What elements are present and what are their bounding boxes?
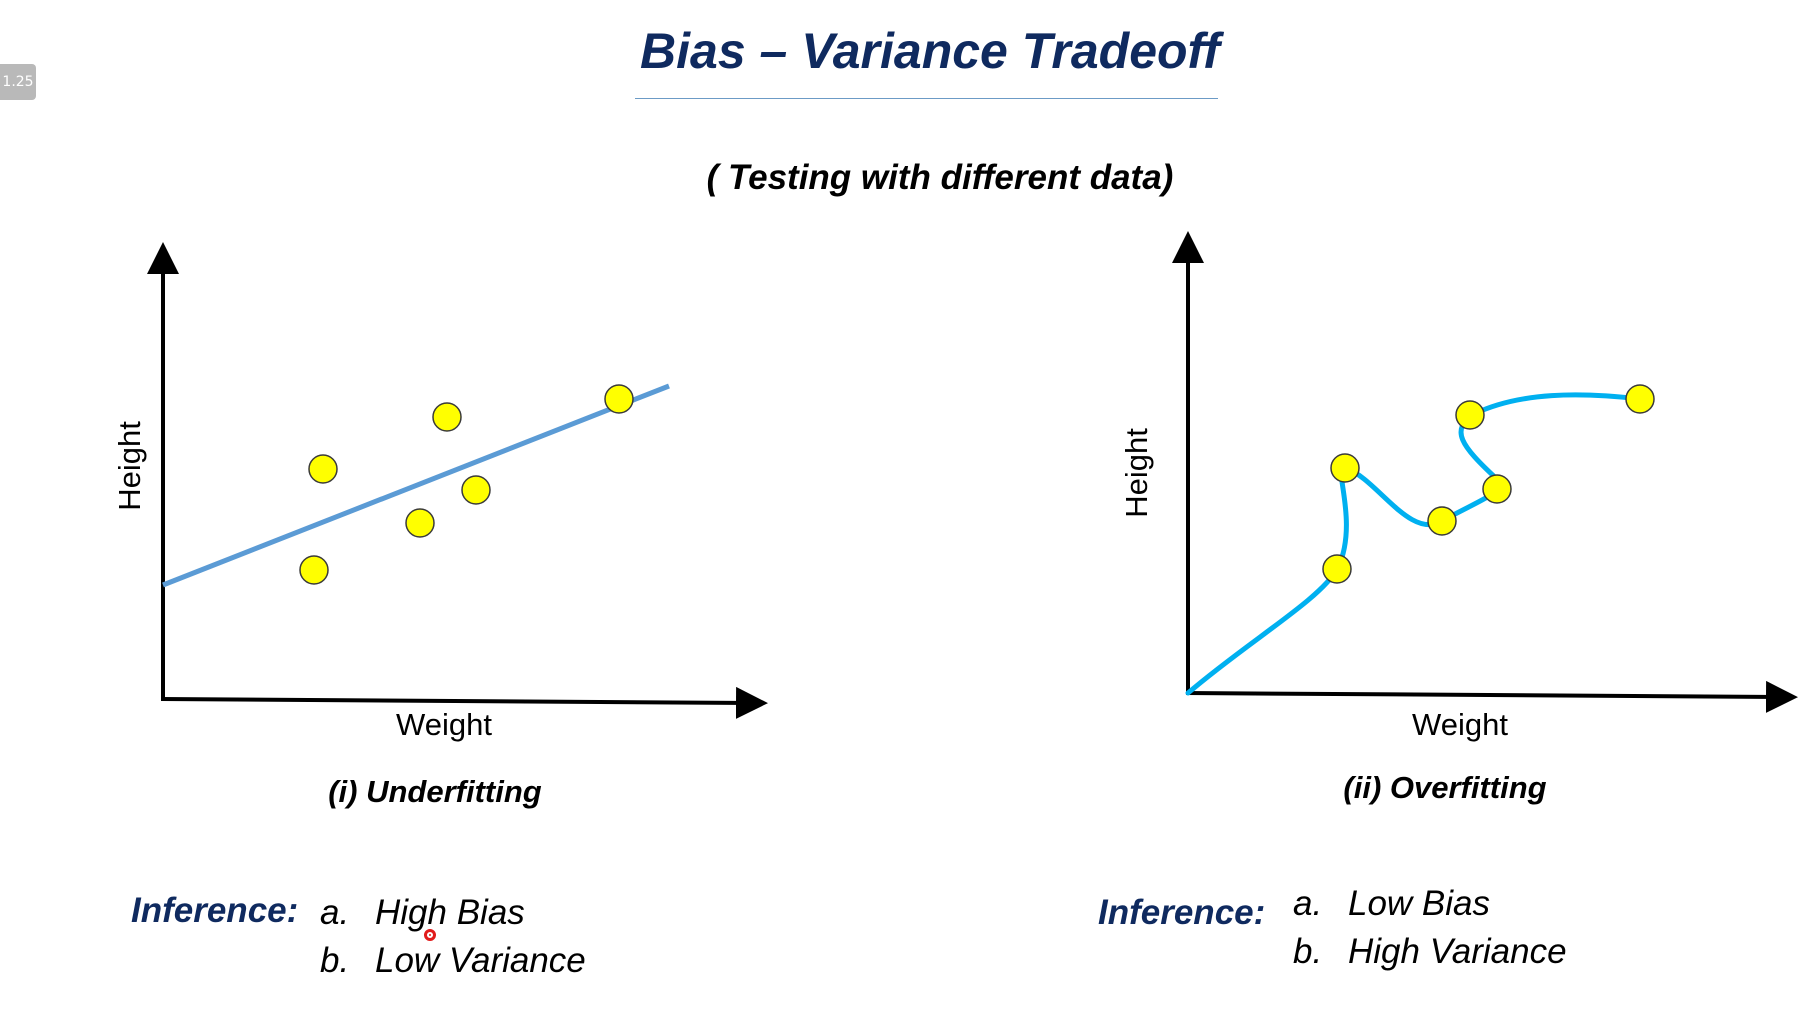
right-x-axis-label: Weight bbox=[1412, 707, 1508, 742]
slide-title: Bias – Variance Tradeoff bbox=[640, 23, 1220, 79]
left-inference-letter-a: a. bbox=[320, 893, 350, 932]
left-fit-line bbox=[162, 383, 670, 588]
data-point bbox=[405, 508, 435, 538]
data-point bbox=[604, 384, 634, 414]
cursor-highlight-icon bbox=[424, 929, 436, 941]
underfitting-caption: (i) Underfitting bbox=[328, 774, 542, 809]
right-inference-label: Inference: bbox=[1098, 893, 1266, 932]
data-point bbox=[1482, 474, 1512, 504]
data-point bbox=[1427, 506, 1457, 536]
data-point bbox=[1330, 453, 1360, 483]
underfitting-chart: Height Weight bbox=[112, 242, 768, 742]
right-inference-item-b: b. High Variance bbox=[1293, 932, 1567, 972]
right-y-axis-label: Height bbox=[1119, 428, 1154, 518]
title-underline bbox=[635, 98, 1218, 99]
data-point bbox=[432, 402, 462, 432]
right-x-axis bbox=[1185, 680, 1798, 713]
right-inference-letter-b: b. bbox=[1293, 932, 1323, 971]
left-inference-item-b: b. Low Variance bbox=[320, 941, 586, 981]
data-point bbox=[461, 475, 491, 505]
overfitting-caption: (ii) Overfitting bbox=[1343, 770, 1547, 805]
data-point bbox=[1455, 400, 1485, 430]
left-inference-letter-b: b. bbox=[320, 941, 350, 980]
right-inference-text-a: Low Bias bbox=[1348, 884, 1491, 923]
left-y-axis-label: Height bbox=[112, 421, 147, 511]
left-x-axis bbox=[160, 686, 768, 719]
right-inference-item-a: a. Low Bias bbox=[1293, 884, 1490, 924]
right-inference-text-b: High Variance bbox=[1348, 932, 1567, 971]
right-fit-curve bbox=[1185, 392, 1643, 696]
left-inference-text-b: Low Variance bbox=[375, 941, 586, 980]
left-inference-text-a: High Bias bbox=[375, 893, 525, 932]
left-x-axis-label: Weight bbox=[396, 707, 492, 742]
slide-subtitle: ( Testing with different data) bbox=[706, 158, 1174, 197]
right-inference-letter-a: a. bbox=[1293, 884, 1323, 923]
data-point bbox=[1625, 384, 1655, 414]
data-point bbox=[1322, 554, 1352, 584]
left-inference-label: Inference: bbox=[131, 891, 299, 930]
left-inference-item-a: a. High Bias bbox=[320, 893, 525, 933]
playback-speed-badge[interactable]: 1.25 bbox=[0, 64, 36, 100]
overfitting-chart: Height Weight bbox=[1119, 231, 1798, 742]
data-point bbox=[299, 555, 329, 585]
data-point bbox=[308, 454, 338, 484]
